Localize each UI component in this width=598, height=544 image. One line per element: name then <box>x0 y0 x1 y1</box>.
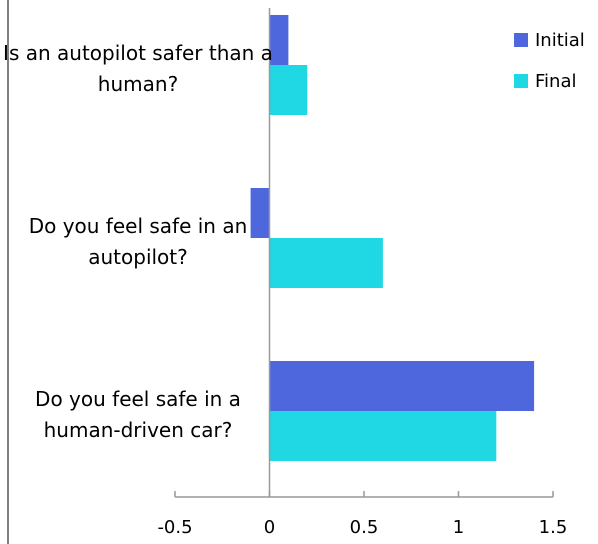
bar <box>269 238 383 288</box>
legend-label: Final <box>535 71 576 92</box>
bar <box>250 188 270 238</box>
y-category-label: Do you feel safe in an autopilot? <box>28 214 248 269</box>
bar <box>269 361 535 411</box>
legend-swatch <box>514 74 528 88</box>
legend-label: Initial <box>535 30 585 51</box>
x-tick-label: 0 <box>264 517 275 538</box>
y-category-label: Do you feel safe in a human-driven car? <box>35 387 241 442</box>
bar <box>269 15 289 65</box>
y-category-label: Is an autopilot safer than a human? <box>3 41 273 96</box>
bar <box>269 411 497 461</box>
legend-swatch <box>514 33 528 47</box>
x-tick-label: -0.5 <box>157 517 192 538</box>
bar <box>269 65 308 115</box>
x-tick-label: 1.5 <box>539 517 568 538</box>
x-tick-label: 0.5 <box>350 517 379 538</box>
x-tick-label: 1 <box>453 517 464 538</box>
